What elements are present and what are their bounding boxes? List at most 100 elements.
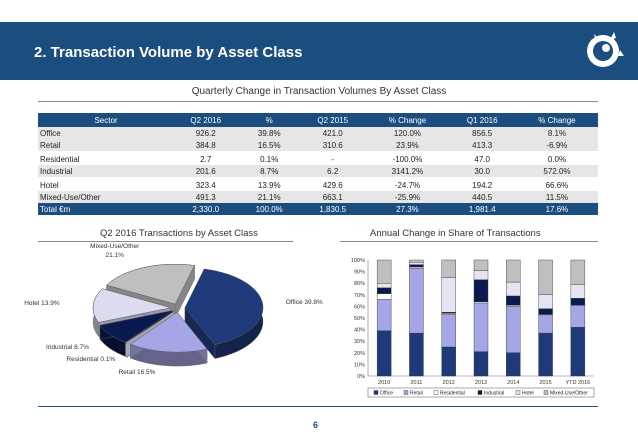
y-tick-label: 40%: [354, 328, 365, 334]
footer-divider: [38, 406, 598, 407]
bar-segment-office: [570, 327, 586, 377]
pie-chart-title: Q2 2016 Transactions by Asset Class: [100, 228, 258, 239]
column-header: Sector: [38, 113, 172, 127]
table-cell: 8.7%: [239, 165, 300, 177]
table-row: Retail 384.8 16.5% 310.6 23.9% 413.3 -6.…: [38, 139, 598, 151]
y-tick-label: 80%: [354, 281, 365, 287]
bar-segment-retail: [473, 302, 489, 352]
table-cell: 201.6: [172, 165, 240, 177]
legend-label: Retail: [410, 391, 423, 397]
table-cell: 440.5: [448, 191, 516, 203]
table-row: Mixed-Use/Other 491.3 21.1% 663.1 -25.9%…: [38, 191, 598, 203]
table-cell: 1,981.4: [448, 203, 516, 215]
bar-segment-mixed-use-other: [473, 259, 489, 271]
legend-label: Hotel: [522, 391, 534, 397]
x-tick-label: 2012: [443, 380, 455, 386]
bar-segment-hotel: [570, 284, 586, 299]
table-cell: -100.0%: [392, 154, 423, 164]
bar-segment-industrial: [473, 279, 489, 302]
bar-segment-office: [441, 346, 456, 377]
table-cell: 6.2: [299, 165, 367, 177]
bar-segment-industrial: [409, 264, 424, 268]
table-cell: 120.0%: [366, 127, 449, 139]
pie-chart: [92, 263, 264, 367]
y-tick-label: 20%: [354, 351, 365, 357]
table-cell: 421.0: [299, 127, 367, 139]
bar-segment-mixed-use-other: [538, 259, 553, 295]
table-cell: 11.5%: [515, 191, 598, 203]
legend-label: Office: [380, 391, 393, 397]
table-cell: 3141.2%: [366, 165, 449, 177]
bar-segment-mixed-use-other: [376, 259, 392, 284]
table-cell: 572.0%: [515, 165, 598, 177]
pie-label: Office 39.8%: [285, 299, 323, 307]
table-cell: Hotel: [40, 180, 59, 190]
x-tick-label: 2013: [475, 380, 487, 386]
pie-label: Retail 16.5%: [118, 369, 156, 377]
table-cell: Industrial: [38, 165, 172, 177]
table-cell: Mixed-Use/Other: [38, 191, 172, 203]
table-cell: 47.0: [474, 154, 490, 164]
bar-segment-retail: [441, 314, 456, 348]
table-cell: 8.1%: [515, 127, 598, 139]
y-tick-label: 70%: [354, 293, 365, 299]
table-cell: -6.9%: [515, 139, 598, 151]
bar-segment-retail: [409, 267, 424, 334]
table-cell: 66.6%: [545, 180, 569, 190]
table-cell: 100.0%: [239, 203, 300, 215]
table-cell: 30.0: [448, 165, 516, 177]
table-row: Hotel 323.4 13.9% 429.6 -24.7% 194.2 66.…: [38, 179, 598, 191]
pie-slice-industrial: [99, 310, 173, 343]
page-title: 2. Transaction Volume by Asset Class: [34, 44, 303, 61]
bar-segment-office: [506, 352, 521, 377]
legend-swatch: [477, 390, 483, 395]
legend-swatch: [433, 390, 439, 395]
bar-segment-hotel: [473, 270, 489, 280]
bar-segment-office: [473, 351, 489, 377]
table-row: Residential 2.7 0.1% - -100.0% 47.0 0.0%: [38, 153, 598, 165]
bar-segment-mixed-use-other: [506, 259, 521, 283]
table-cell: 16.5%: [239, 139, 300, 151]
table-cell: 856.5: [448, 127, 516, 139]
legend-swatch: [373, 390, 379, 395]
table-cell: 413.3: [448, 139, 516, 151]
table-cell: 13.9%: [257, 180, 281, 190]
pie-slice-mixed-use-other: [106, 263, 195, 305]
bar-segment-office: [538, 332, 553, 377]
bar-segment-residential: [376, 293, 392, 300]
legend-swatch: [403, 390, 409, 395]
x-tick-label: 2015: [539, 380, 551, 386]
table-cell: 194.2: [472, 180, 493, 190]
column-header: Q1 2016: [448, 113, 516, 127]
column-header: % Change: [515, 113, 598, 127]
column-header: % Change: [366, 113, 449, 127]
bar-segment-office: [409, 332, 424, 377]
bar-segment-hotel: [376, 283, 392, 289]
pie-title-divider: [38, 241, 293, 242]
table-cell: 926.2: [172, 127, 240, 139]
table-row: Office 926.2 39.8% 421.0 120.0% 856.5 8.…: [38, 127, 598, 139]
table-cell: 2,330.0: [172, 203, 240, 215]
table-cell: 310.6: [299, 139, 367, 151]
table-cell: 491.3: [172, 191, 240, 203]
column-header: Q2 2016: [172, 113, 240, 127]
bar-segment-retail: [376, 299, 392, 331]
page-number: 6: [313, 420, 319, 430]
table-cell: 429.6: [322, 180, 343, 190]
title-banner: [0, 22, 638, 80]
table-cell: Total €m: [38, 203, 172, 215]
bar-segment-hotel: [538, 294, 553, 309]
x-tick-label: 2011: [411, 380, 423, 386]
table-header-row: Sector Q2 2016 % Q2 2015 % Change Q1 201…: [38, 113, 598, 127]
bar-segment-hotel: [441, 277, 456, 313]
table-cell: 663.1: [299, 191, 367, 203]
y-tick-label: 50%: [354, 316, 365, 322]
y-tick-label: 60%: [354, 304, 365, 310]
bar-segment-industrial: [376, 287, 392, 294]
transaction-table: Sector Q2 2016 % Q2 2015 % Change Q1 201…: [38, 113, 598, 215]
pie-label: Mixed-Use/Other 21.1%: [90, 243, 140, 259]
bar-segment-mixed-use-other: [441, 259, 456, 278]
bar-segment-industrial: [570, 298, 586, 306]
y-tick-label: 90%: [354, 270, 365, 276]
bar-segment-office: [376, 330, 392, 377]
